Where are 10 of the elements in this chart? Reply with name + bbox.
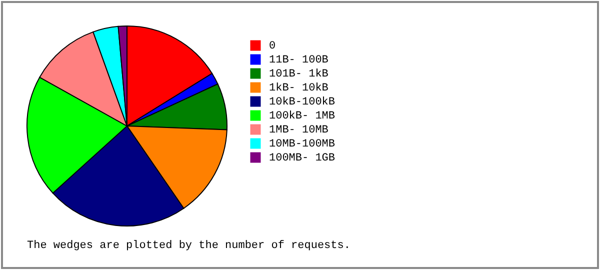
- legend-label: 10MB-100MB: [269, 138, 336, 150]
- legend-label: 0: [269, 40, 276, 52]
- text: The wedges are plotted by the number of requests.: [27, 240, 350, 252]
- legend-label: 11B- 100B: [269, 54, 329, 66]
- legend-label: 1MB- 10MB: [269, 124, 329, 136]
- legend-label: 1kB- 10kB: [269, 82, 329, 94]
- legend-label: 10kB-100kB: [269, 96, 336, 108]
- legend-label: 100MB- 1GB: [269, 152, 336, 164]
- legend-label: 100kB- 1MB: [269, 110, 336, 122]
- legend-label: 101B- 1kB: [269, 68, 329, 80]
